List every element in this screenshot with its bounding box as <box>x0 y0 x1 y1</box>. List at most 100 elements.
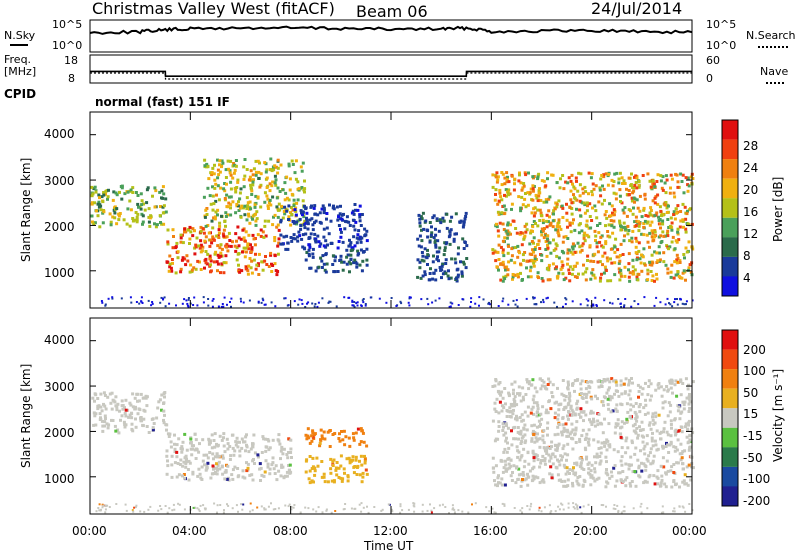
data-cell <box>91 396 95 400</box>
data-cell <box>591 206 594 210</box>
data-cell <box>501 222 505 226</box>
data-cell <box>537 194 541 198</box>
data-cell <box>535 411 539 414</box>
data-cell <box>461 298 464 301</box>
data-cell <box>238 191 242 195</box>
data-cell <box>175 304 177 307</box>
data-cell <box>534 455 538 459</box>
data-cell <box>663 400 667 404</box>
data-cell <box>663 203 667 207</box>
data-cell <box>643 479 647 483</box>
data-cell <box>195 236 199 240</box>
data-cell <box>193 252 197 256</box>
data-cell <box>338 432 341 436</box>
data-cell <box>532 456 536 460</box>
data-cell <box>95 510 98 513</box>
data-cell <box>546 234 550 238</box>
data-cell <box>253 451 257 455</box>
data-cell <box>247 214 251 218</box>
data-cell <box>318 211 322 215</box>
data-cell <box>662 427 666 431</box>
colorbar-swatch <box>722 369 738 389</box>
data-cell <box>160 296 163 299</box>
data-cell <box>188 242 191 245</box>
data-cell <box>657 413 661 417</box>
data-cell <box>531 184 535 188</box>
data-cell <box>271 438 275 442</box>
data-cell <box>288 471 292 475</box>
data-cell <box>245 469 249 473</box>
data-cell <box>115 408 119 412</box>
data-cell <box>329 300 332 303</box>
data-cell <box>222 436 225 440</box>
data-cell <box>161 196 165 200</box>
data-cell <box>604 210 608 213</box>
data-cell <box>526 380 529 384</box>
data-cell <box>101 429 105 433</box>
data-cell <box>610 474 614 478</box>
data-cell <box>673 510 676 513</box>
data-cell <box>284 247 288 251</box>
data-cell <box>616 418 620 422</box>
data-cell <box>274 508 277 510</box>
data-cell <box>304 470 308 474</box>
data-cell <box>244 246 248 250</box>
data-cell <box>634 412 638 416</box>
data-cell <box>644 398 647 402</box>
data-cell <box>622 239 626 243</box>
data-cell <box>623 478 627 482</box>
data-cell <box>634 174 638 178</box>
data-cell <box>354 455 358 459</box>
data-cell <box>661 446 665 450</box>
data-cell <box>570 245 574 249</box>
data-cell <box>511 412 515 416</box>
data-cell <box>627 383 631 387</box>
data-cell <box>667 401 671 405</box>
data-cell <box>194 245 198 249</box>
data-cell <box>583 392 586 396</box>
data-cell <box>308 469 312 473</box>
data-cell <box>675 258 679 262</box>
data-cell <box>556 305 558 308</box>
data-cell <box>173 508 176 511</box>
data-cell <box>464 266 468 270</box>
data-cell <box>598 222 602 225</box>
data-cell <box>286 304 289 307</box>
data-cell <box>634 402 638 405</box>
data-cell <box>102 504 105 507</box>
data-cell <box>559 267 563 271</box>
data-cell <box>514 417 517 421</box>
data-cell <box>123 406 126 410</box>
data-cell <box>610 224 614 228</box>
data-cell <box>262 437 266 441</box>
data-cell <box>203 239 207 243</box>
data-cell <box>313 221 316 225</box>
data-cell <box>573 389 576 393</box>
data-cell <box>215 234 219 238</box>
data-cell <box>223 477 227 481</box>
data-cell <box>494 378 498 381</box>
data-cell <box>516 426 520 429</box>
data-cell <box>453 508 456 511</box>
data-cell <box>659 437 662 441</box>
data-cell <box>290 508 293 511</box>
data-cell <box>597 200 601 204</box>
freq-series-line <box>90 70 692 77</box>
data-cell <box>691 466 695 470</box>
data-cell <box>676 303 679 306</box>
data-cell <box>275 205 279 209</box>
data-cell <box>201 245 205 249</box>
data-cell <box>642 247 646 251</box>
data-cell <box>191 227 195 231</box>
data-cell <box>166 242 170 246</box>
data-cell <box>642 206 646 210</box>
data-cell <box>688 263 692 267</box>
data-cell <box>144 394 148 398</box>
data-cell <box>510 202 514 206</box>
data-cell <box>551 395 555 399</box>
data-cell <box>491 248 495 252</box>
data-cell <box>548 380 552 384</box>
data-cell <box>500 409 504 413</box>
data-cell <box>500 477 504 481</box>
data-cell <box>675 253 679 257</box>
